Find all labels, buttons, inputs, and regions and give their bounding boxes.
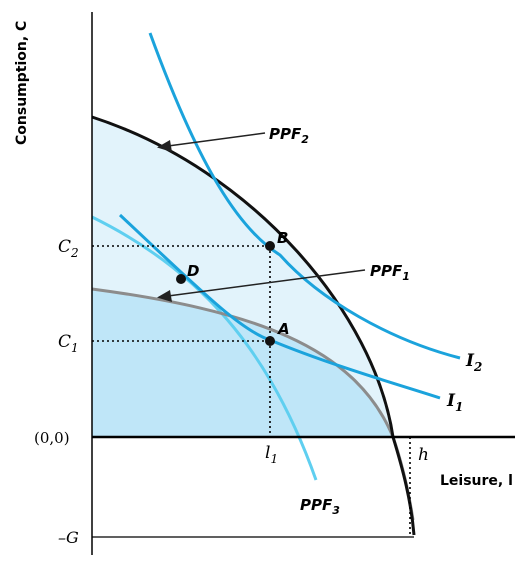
i2-label: I2 [465,351,482,374]
c1-tick-label: C1 [58,332,79,355]
point-d-label: D [187,262,199,280]
c2-tick-label: C2 [58,237,79,260]
ppf2-label: PPF2 [269,125,309,146]
ppf3-label: PPF3 [300,496,340,517]
origin-label: (0,0) [34,429,70,447]
point-a-label: A [277,320,290,338]
ppf1-arrow-shaft [167,269,366,297]
ppf2-curve [91,115,416,536]
indifference-curve-i2 [148,32,461,360]
y-axis-title: Consumption, C [14,21,30,145]
point-d-marker [176,274,186,284]
ppf3-curve [91,215,318,481]
x-axis-title: Leisure, l [440,473,513,489]
ppf1-arrow-head [157,290,172,302]
point-b-marker [265,241,275,251]
point-b-label: B [277,229,288,247]
ppf2-arrow-shaft [167,132,266,147]
h-tick-label: h [418,445,429,465]
l1-tick-label: l1 [265,443,278,466]
neg-g-label: –G [58,528,79,547]
i1-label: I1 [446,391,463,414]
ppf2-arrow-head [157,140,172,152]
point-a-marker [265,336,275,346]
ppf1-region-fill [92,289,393,437]
ppf1-label: PPF1 [370,262,410,283]
